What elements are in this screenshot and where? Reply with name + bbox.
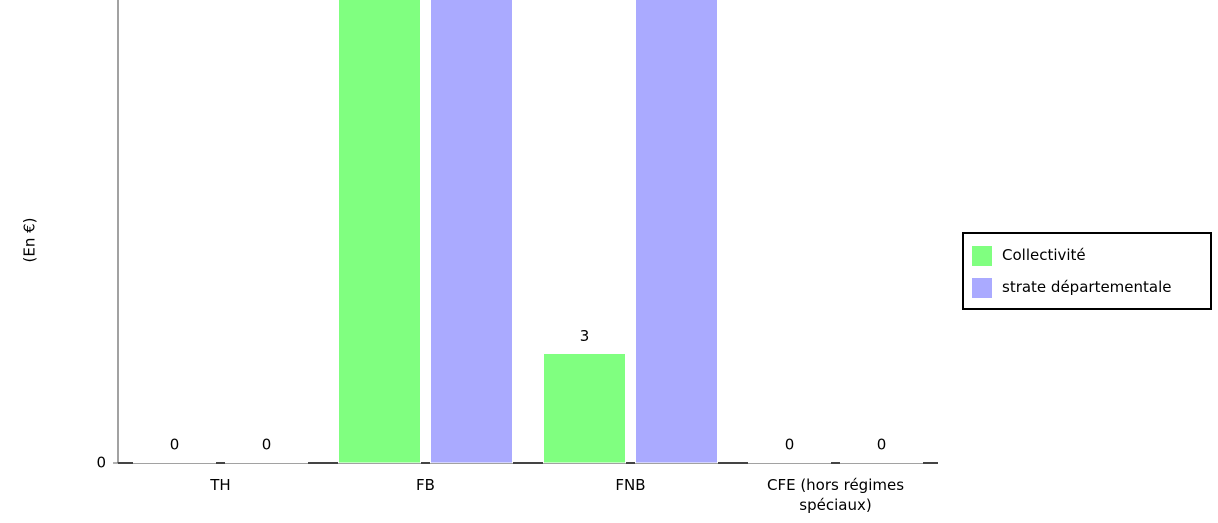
bar [543, 352, 626, 464]
legend-item: Collectivité [972, 244, 1086, 266]
bar [748, 461, 831, 464]
x-tick-label: FB [416, 476, 435, 494]
x-tick-label: TH [210, 476, 231, 494]
legend-label: strate départementale [1002, 278, 1172, 296]
bar [840, 461, 923, 464]
bar [338, 0, 421, 464]
legend: Collectivité strate départementale [962, 232, 1212, 310]
x-tick-label: FNB [615, 476, 646, 494]
legend-swatch [972, 245, 992, 266]
x-tick-label: CFE (hors régimes spéciaux) [766, 476, 905, 514]
data-label: 0 [785, 436, 795, 454]
bar [133, 461, 216, 464]
data-label: 0 [170, 436, 180, 454]
bar [635, 0, 718, 464]
y-tick-label: 0 [96, 454, 106, 472]
legend-item: strate départementale [972, 276, 1172, 298]
data-label: 0 [262, 436, 272, 454]
bar [225, 461, 308, 464]
bar [430, 0, 513, 464]
legend-swatch [972, 277, 992, 298]
y-axis-label: (En €) [21, 218, 39, 263]
data-label: 3 [580, 327, 590, 345]
legend-label: Collectivité [1002, 246, 1086, 264]
data-label: 0 [877, 436, 887, 454]
